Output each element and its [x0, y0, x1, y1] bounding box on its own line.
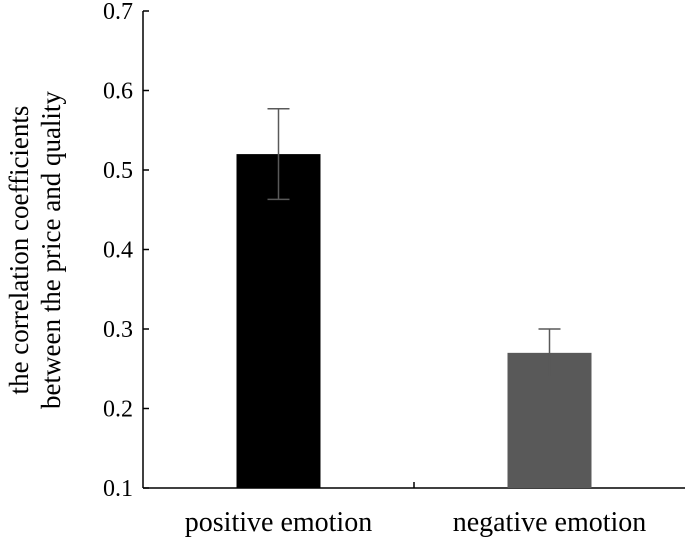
- y-axis-title-line-2: between the price and quality: [36, 91, 66, 409]
- y-axis-title-line-1: the correlation coefficients: [4, 106, 34, 395]
- y-tick-label: 0.7: [103, 0, 133, 25]
- category-label: positive emotion: [185, 507, 372, 538]
- y-tick-label: 0.1: [103, 476, 133, 502]
- y-tick-label: 0.3: [103, 317, 133, 343]
- bar: [236, 154, 321, 488]
- error-bars: [267, 108, 561, 378]
- category-label: negative emotion: [453, 507, 647, 538]
- y-tick-label: 0.5: [103, 158, 133, 184]
- category-labels: positive emotion negative emotion: [185, 507, 647, 538]
- bars: [236, 154, 592, 488]
- y-axis-ticks: 0.1 0.2 0.3 0.4 0.5 0.6 0.7: [103, 0, 149, 502]
- y-tick-label: 0.4: [103, 238, 133, 264]
- axes: [142, 11, 685, 489]
- y-tick-label: 0.6: [103, 79, 133, 105]
- y-tick-label: 0.2: [103, 397, 133, 423]
